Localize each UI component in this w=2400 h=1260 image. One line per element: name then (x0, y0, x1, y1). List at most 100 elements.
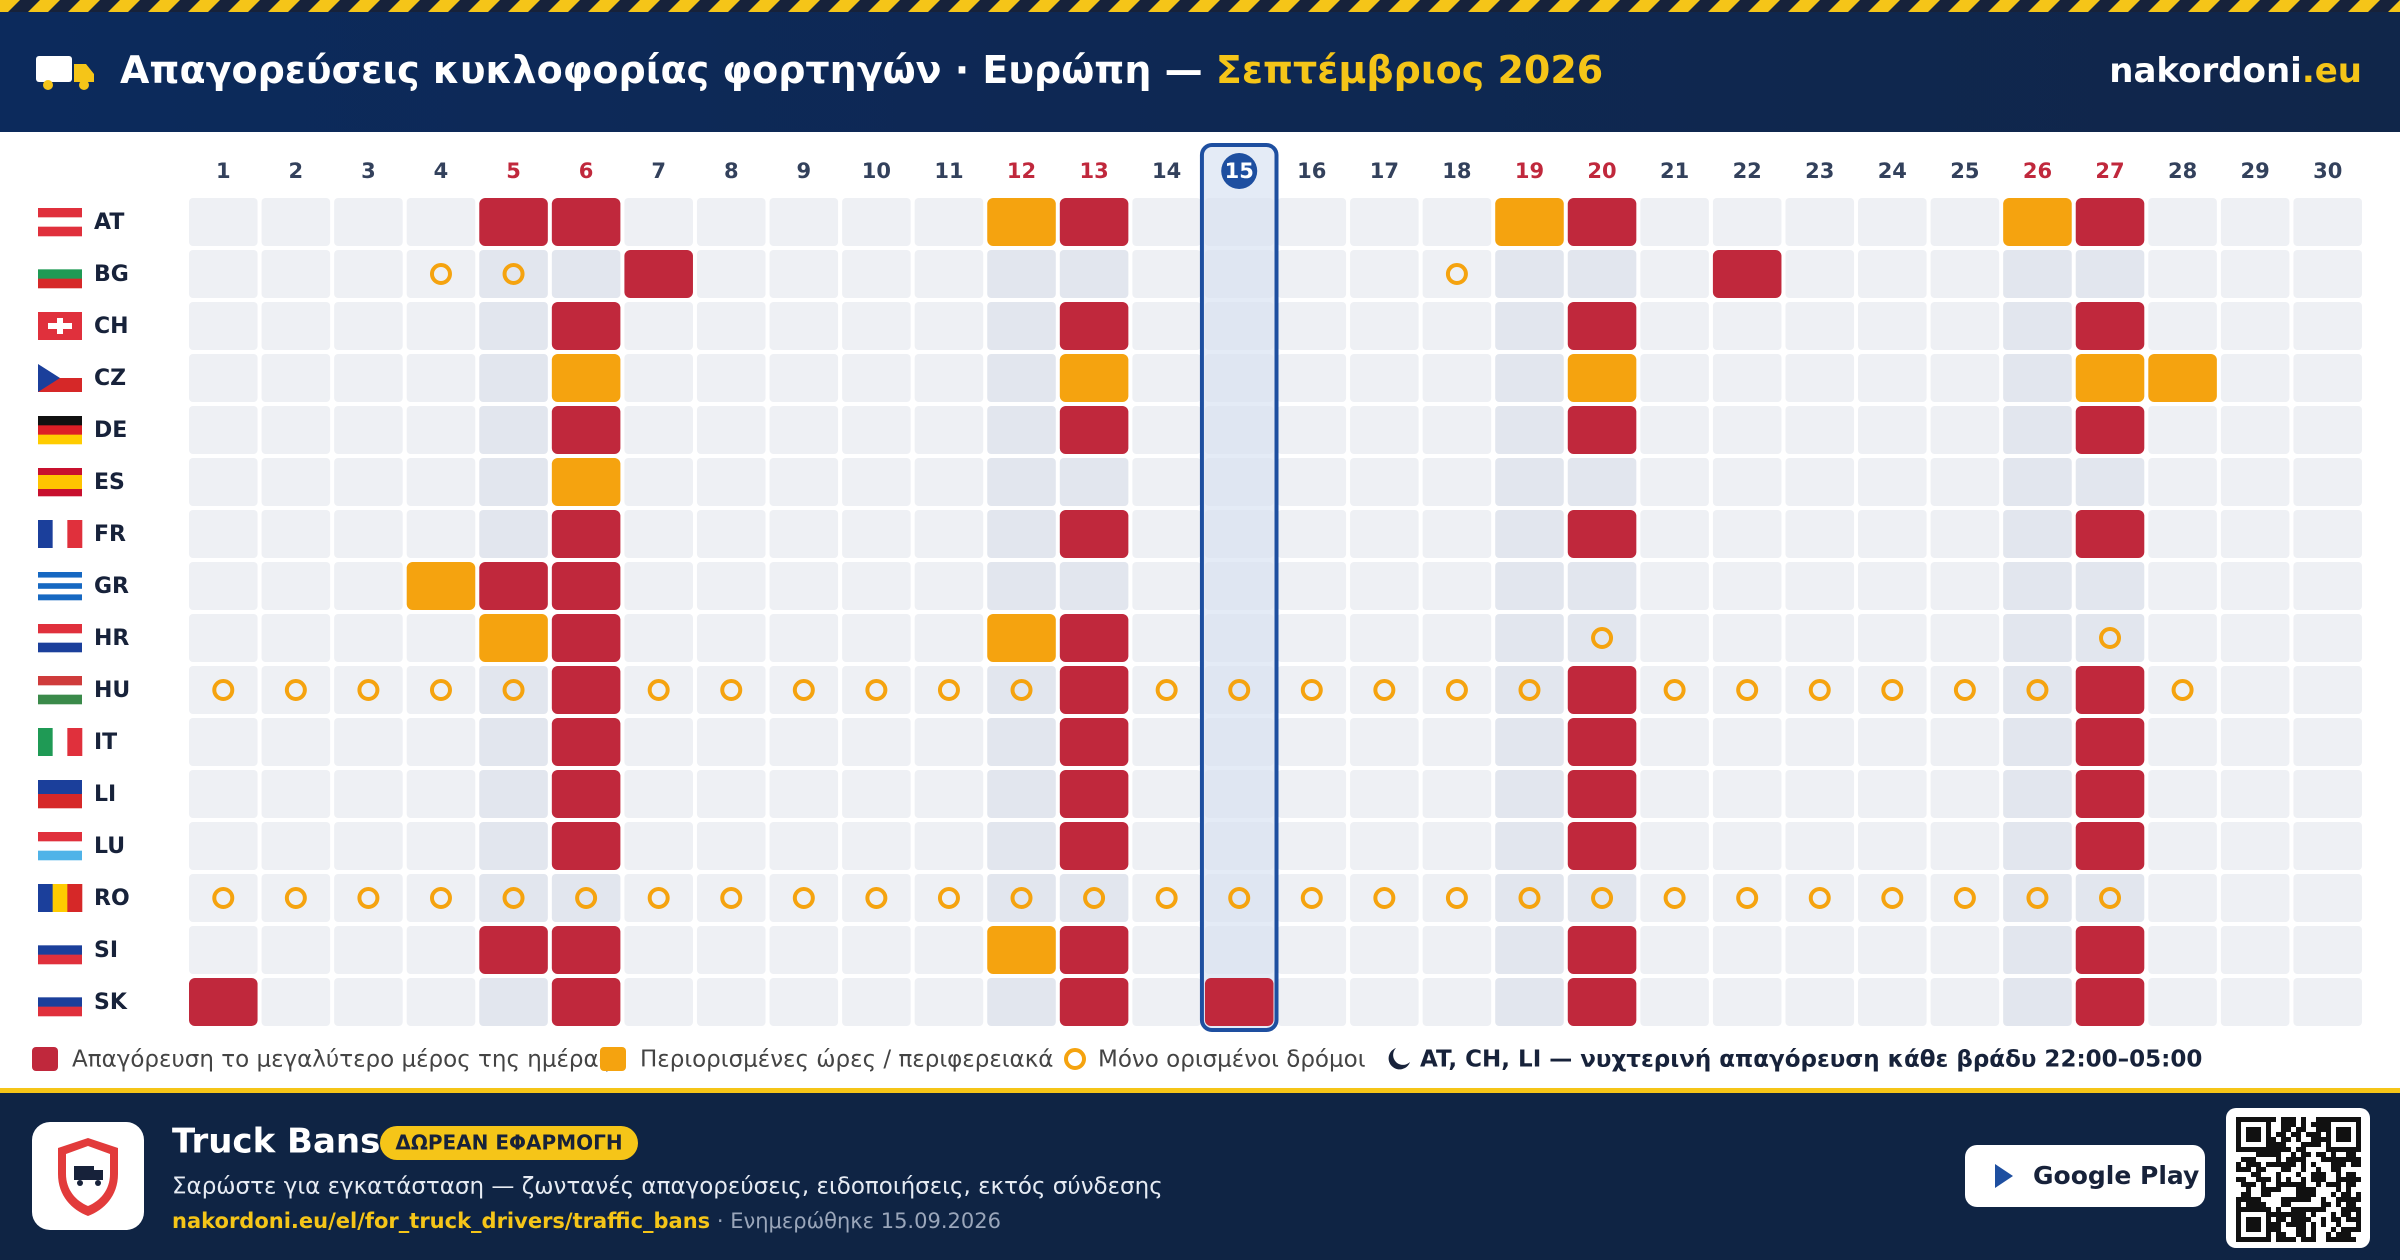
qr-module (2316, 1152, 2321, 1157)
qr-module (2246, 1157, 2251, 1162)
day-cell (914, 978, 984, 1026)
qr-module (2286, 1127, 2291, 1132)
qr-module (2321, 1127, 2326, 1132)
day-cell (1785, 770, 1855, 818)
ban-roads (792, 887, 815, 909)
google-play-button[interactable]: Google Play (1965, 1145, 2205, 1207)
day-label: 24 (1878, 159, 1907, 183)
store-button-bg[interactable] (1965, 1145, 2205, 1207)
qr-module (2316, 1142, 2321, 1147)
qr-module (2236, 1177, 2241, 1182)
legend-night: AT, CH, LI — νυχτερινή απαγόρευση κάθε β… (1420, 1047, 2202, 1073)
qr-module (2346, 1182, 2351, 1187)
flag-triangle (38, 364, 60, 392)
ban-roads (2099, 887, 2122, 909)
day-cell (1495, 354, 1564, 402)
title-month: Σεπτέμβριος 2026 (1216, 48, 1603, 92)
day-cell (1277, 874, 1347, 922)
qr-module (2316, 1132, 2321, 1137)
day-cell (914, 458, 984, 506)
ban-roads (720, 679, 743, 701)
qr-module (2261, 1167, 2266, 1172)
ban-full (479, 562, 548, 610)
day-cell (1350, 406, 1419, 454)
day-cell (1204, 874, 1274, 922)
footer-link[interactable]: nakordoni.eu/el/for_truck_drivers/traffi… (172, 1209, 710, 1233)
qr-module (2346, 1217, 2351, 1222)
day-cell (479, 510, 548, 558)
day-cell (1495, 406, 1564, 454)
ban-roads (1155, 679, 1178, 701)
day-cell (1422, 354, 1492, 402)
day-cell (334, 354, 403, 402)
flag-stripe (52, 884, 68, 912)
qr-module (2346, 1227, 2351, 1232)
qr-module (2321, 1157, 2326, 1162)
day-cell (696, 718, 766, 766)
qr-module (2256, 1162, 2261, 1167)
qr-module (2276, 1187, 2281, 1192)
ban-full (1059, 666, 1129, 714)
country-code: HU (94, 678, 130, 703)
day-cell (1640, 198, 1709, 246)
flag (38, 208, 82, 237)
day-cell (1277, 510, 1347, 558)
day-cell (769, 874, 839, 922)
ban-roads (1300, 887, 1323, 909)
store-button[interactable]: Google Play (2033, 1161, 2199, 1190)
country-code: GR (94, 574, 129, 599)
qr-module (2271, 1187, 2276, 1192)
day-cell (1858, 874, 1927, 922)
day-cell (2293, 718, 2362, 766)
flag-stripe (38, 217, 82, 227)
qr-module (2346, 1177, 2351, 1182)
day-cell (2220, 406, 2290, 454)
qr-module (2271, 1227, 2276, 1232)
qr-module (2301, 1232, 2306, 1237)
qr-module (2261, 1202, 2266, 1207)
day-cell (1712, 354, 1782, 402)
day-cell (1640, 458, 1709, 506)
qr-module (2276, 1142, 2281, 1147)
day-label: 27 (2095, 159, 2124, 183)
day-cell (1858, 770, 1927, 818)
day-cell (2293, 510, 2362, 558)
ban-full (1059, 926, 1129, 974)
qr-module (2296, 1172, 2301, 1177)
day-cell (769, 250, 839, 298)
ban-partial (479, 614, 548, 662)
day-cell (2148, 666, 2217, 714)
day-cell (1640, 562, 1709, 610)
qr-module (2346, 1202, 2351, 1207)
day-cell (2293, 666, 2362, 714)
qr-module (2346, 1192, 2351, 1197)
day-label: 23 (1805, 159, 1834, 183)
qr-module (2306, 1142, 2311, 1147)
ban-roads (429, 263, 452, 285)
day-cell (2148, 458, 2217, 506)
day-cell (987, 302, 1056, 350)
day-cell (769, 978, 839, 1026)
flag-stripe (67, 520, 83, 548)
day-cell (1277, 718, 1347, 766)
day-cell (1930, 614, 2000, 662)
ban-roads (1228, 887, 1251, 909)
ban-full (2075, 718, 2145, 766)
day-cell (1059, 562, 1129, 610)
day-cell (1640, 666, 1709, 714)
day-cell (842, 250, 911, 298)
qr-module (2281, 1162, 2286, 1167)
day-cell (987, 562, 1056, 610)
day-cell (1640, 250, 1709, 298)
flag-stripe (38, 685, 82, 695)
qr-module (2241, 1182, 2246, 1187)
day-cell (2075, 458, 2145, 506)
flag (38, 572, 82, 601)
qr-module (2321, 1202, 2326, 1207)
updated: · Ενημερώθηκε 15.09.2026 (710, 1209, 1001, 1233)
day-cell (2148, 874, 2217, 922)
country-code: RO (94, 886, 130, 911)
day-cell (2003, 770, 2072, 818)
day-cell (406, 614, 476, 662)
qr-module (2291, 1222, 2296, 1227)
